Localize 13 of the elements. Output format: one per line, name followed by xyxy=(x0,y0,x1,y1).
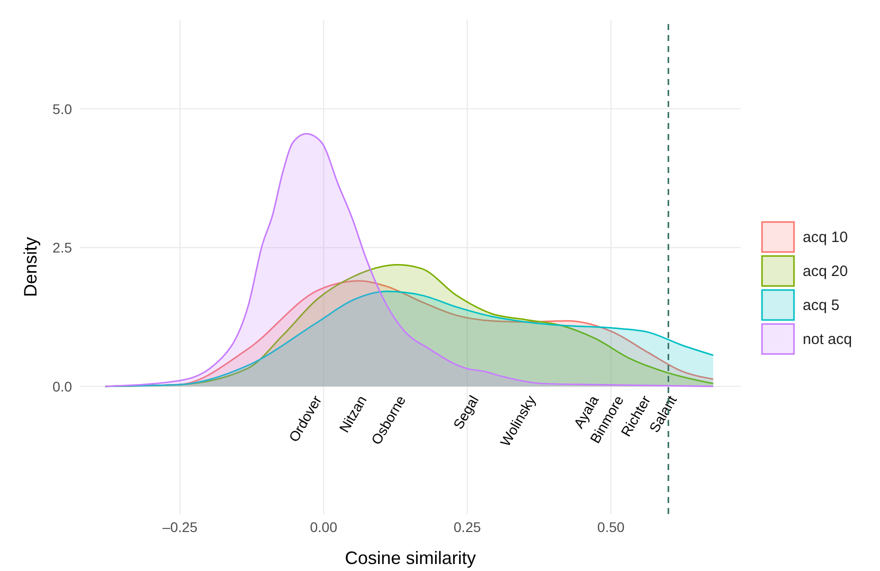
legend-label: not acq xyxy=(802,330,852,348)
y-tick-label: 5.0 xyxy=(52,100,72,117)
legend-label: acq 5 xyxy=(802,296,840,314)
x-tick-label: –0.25 xyxy=(162,518,198,535)
y-tick-label: 0.0 xyxy=(52,378,72,394)
legend-label: acq 20 xyxy=(802,262,848,280)
x-tick-label: 0.50 xyxy=(597,518,625,535)
y-tick-label: 2.5 xyxy=(52,240,72,256)
legend-label: acq 10 xyxy=(802,228,848,246)
x-tick-label: 0.25 xyxy=(454,518,482,535)
x-axis-title: Cosine similarity xyxy=(344,548,476,568)
x-tick-label: 0.00 xyxy=(310,518,338,535)
y-axis-title: Density xyxy=(20,236,40,298)
